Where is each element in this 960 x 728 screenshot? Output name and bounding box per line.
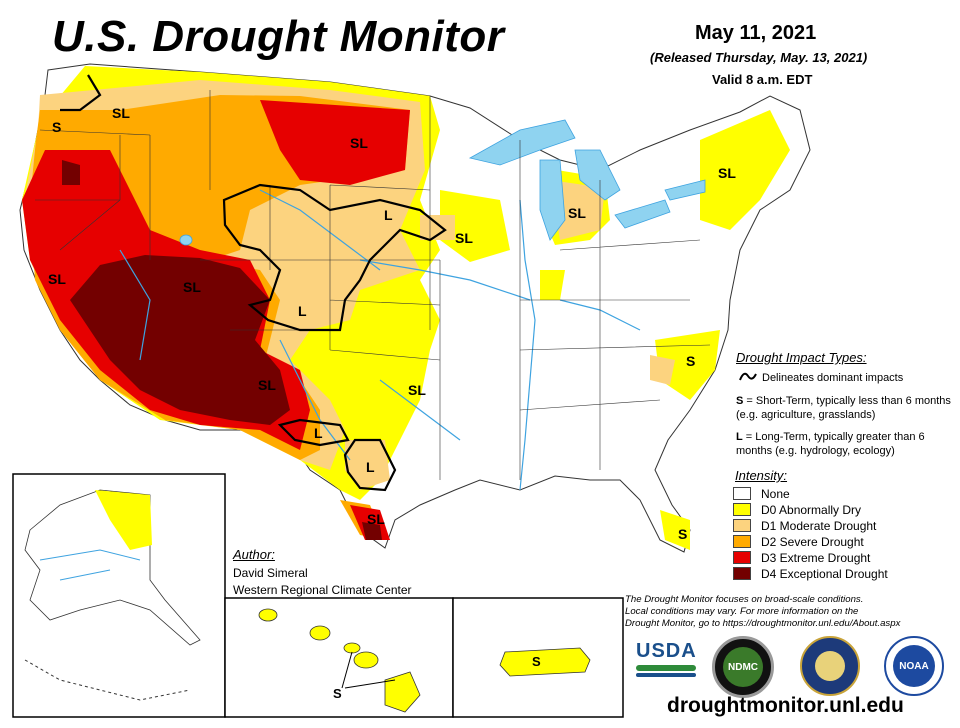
map-title: U.S. Drought Monitor [52, 12, 505, 61]
map-label-sl: SL [718, 165, 736, 181]
legend-row-none: None [733, 486, 790, 501]
disclaimer-line: Local conditions may vary. For more info… [625, 606, 859, 617]
impact-short-term: S = Short-Term, typically less than 6 mo… [736, 394, 951, 422]
usda-logo-text: USDA [636, 640, 697, 662]
impact-boundaries [60, 74, 447, 492]
author-name: David Simeral [233, 566, 308, 580]
author-heading: Author: [233, 547, 275, 562]
legend-row-d4: D4 Exceptional Drought [733, 566, 888, 581]
alaska-inset [12, 473, 226, 718]
legend-swatch [733, 487, 751, 500]
author-organization: Western Regional Climate Center [233, 583, 412, 597]
ndmc-logo-text: NDMC [723, 647, 763, 687]
legend-swatch [733, 535, 751, 548]
state-boundaries [35, 90, 711, 480]
legend-label: D0 Abnormally Dry [761, 502, 862, 517]
legend-swatch [733, 503, 751, 516]
map-label-sl: SL [258, 377, 276, 393]
impact-s-description: = Short-Term, typically less than 6 mont… [736, 395, 951, 421]
puerto-rico-inset: S [452, 597, 624, 718]
noaa-logo-text: NOAA [893, 645, 935, 687]
map-label-sl: SL [112, 105, 130, 121]
legend-row-d1: D1 Moderate Drought [733, 518, 876, 533]
impact-types-heading: Drought Impact Types: [736, 350, 867, 365]
map-label-sl: SL [455, 230, 473, 246]
legend-swatch [733, 519, 751, 532]
map-label-s: S [52, 119, 61, 135]
map-label-sl: SL [48, 271, 66, 287]
map-label-sl: SL [367, 511, 385, 527]
impact-line-description: Delineates dominant impacts [762, 372, 904, 384]
legend-label: D4 Exceptional Drought [761, 566, 888, 581]
legend-row-d2: D2 Severe Drought [733, 534, 864, 549]
rivers [119, 189, 641, 491]
website-link[interactable]: droughtmonitor.unl.edu [667, 694, 904, 717]
legend-label: D1 Moderate Drought [761, 518, 877, 533]
map-label-s: S [686, 353, 695, 369]
map-label-l: L [298, 303, 307, 319]
legend-swatch [733, 567, 751, 580]
legend-swatch [733, 551, 751, 564]
legend-row-d3: D3 Extreme Drought [733, 550, 870, 565]
legend-label: D2 Severe Drought [761, 534, 864, 549]
intensity-heading: Intensity: [735, 468, 788, 483]
impact-labels: SL S SL L SL SL SL SL SL L S SL SL L L S… [48, 105, 736, 542]
map-label-sl: SL [350, 135, 368, 151]
disclaimer-line: The Drought Monitor focuses on broad-sca… [625, 594, 864, 605]
disclaimer-line: Drought Monitor, go to https://droughtmo… [625, 618, 901, 629]
map-label-s: S [532, 654, 541, 669]
impact-l-description: = Long-Term, typically greater than 6 mo… [736, 431, 925, 457]
great-lakes [179, 119, 706, 246]
map-label-l: L [314, 425, 323, 441]
map-label-s: S [678, 526, 687, 542]
legend-row-d0: D0 Abnormally Dry [733, 502, 861, 517]
noaa-logo: NOAA [884, 636, 944, 696]
impact-long-term: L = Long-Term, typically greater than 6 … [736, 430, 951, 458]
commerce-seal-icon [800, 636, 860, 696]
map-label-sl: SL [183, 279, 201, 295]
legend-label: None [761, 486, 790, 501]
impact-s-code: S [736, 395, 744, 407]
map-label-l: L [366, 459, 375, 475]
map-date: May 11, 2021 [695, 22, 817, 44]
hawaii-inset: S [224, 597, 454, 718]
release-date: (Released Thursday, May. 13, 2021) [650, 50, 868, 65]
ndmc-logo: NDMC [712, 636, 774, 698]
legend-label: D3 Extreme Drought [761, 550, 871, 565]
valid-time: Valid 8 a.m. EDT [712, 72, 813, 87]
disclaimer: The Drought Monitor focuses on broad-sca… [625, 594, 955, 630]
usda-logo: USDA [636, 640, 696, 686]
impact-line-icon [739, 372, 757, 381]
map-label-sl: SL [568, 205, 586, 221]
d4-regions [62, 160, 382, 540]
map-label-sl: SL [408, 382, 426, 398]
map-label-l: L [384, 207, 393, 223]
impact-l-code: L [736, 431, 743, 443]
map-label-s: S [333, 686, 342, 701]
